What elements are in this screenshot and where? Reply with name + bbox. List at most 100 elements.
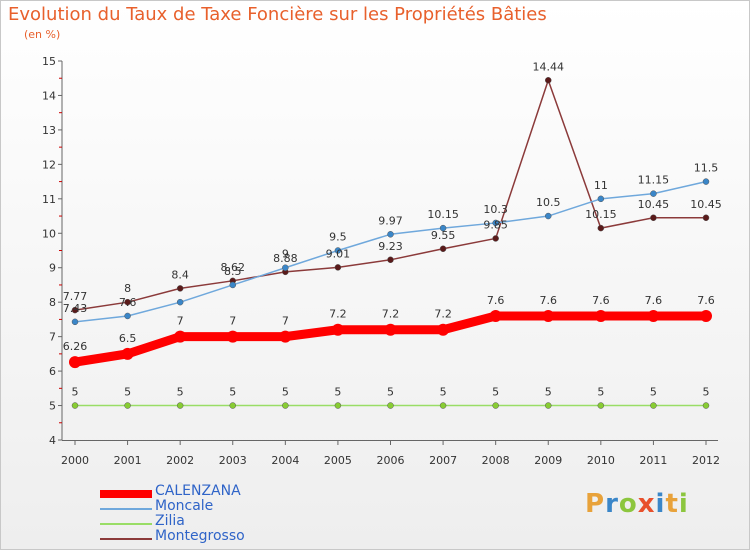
point-montegrosso [492, 235, 499, 242]
data-label-calenzana: 7 [229, 315, 236, 328]
data-label-montegrosso: 10.15 [585, 208, 617, 221]
unit-label: (en %) [24, 28, 61, 41]
data-label-zilia: 5 [545, 386, 552, 399]
point-montegrosso [334, 264, 342, 271]
data-label-zilia: 5 [72, 386, 79, 399]
data-label-zilia: 5 [440, 386, 447, 399]
logo-letter: P [585, 489, 606, 519]
legend-label: Moncale [155, 498, 214, 514]
data-label-montegrosso: 8.4 [171, 268, 189, 281]
legend-label: Montegrosso [155, 528, 245, 544]
data-label-montegrosso: 14.44 [533, 60, 565, 73]
y-tick-label: 5 [49, 400, 56, 413]
y-tick-label: 10 [42, 227, 56, 240]
point-calenzana [594, 309, 607, 322]
point-zilia [334, 402, 342, 409]
x-tick-label: 2002 [166, 454, 194, 467]
y-tick-label: 9 [49, 262, 56, 275]
series-line-montegrosso [74, 79, 707, 311]
y-tick-label: 4 [49, 434, 56, 447]
x-tick-label: 2010 [587, 454, 615, 467]
point-calenzana [226, 330, 239, 343]
data-label-montegrosso: 10.45 [638, 198, 670, 211]
data-label-moncale: 8.5 [224, 265, 242, 278]
logo-letter: t [665, 489, 679, 519]
point-calenzana [69, 356, 81, 369]
y-tick-label: 6 [49, 365, 56, 378]
point-moncale [387, 231, 394, 238]
data-label-zilia: 5 [387, 386, 394, 399]
x-tick-label: 2012 [692, 454, 720, 467]
y-tick-label: 7 [49, 331, 56, 344]
data-label-zilia: 5 [282, 386, 289, 399]
point-montegrosso [597, 224, 605, 232]
x-tick-label: 2001 [114, 454, 142, 467]
data-label-calenzana: 7.6 [487, 294, 505, 307]
series-line-calenzana [70, 311, 711, 367]
point-moncale [282, 264, 289, 271]
logo-letter: i [678, 489, 689, 519]
x-tick-label: 2008 [482, 454, 510, 467]
data-label-zilia: 5 [492, 386, 499, 399]
data-label-moncale: 10.3 [483, 203, 508, 216]
logo-letter: i [655, 489, 666, 519]
x-tick-label: 2003 [219, 454, 247, 467]
point-zilia [176, 402, 184, 409]
data-label-zilia: 5 [597, 386, 604, 399]
data-label-moncale: 9.97 [378, 214, 403, 227]
data-label-zilia: 5 [229, 386, 236, 399]
point-montegrosso [176, 285, 184, 292]
data-label-moncale: 10.5 [536, 196, 561, 209]
x-tick-label: 2000 [61, 454, 89, 467]
legend-swatch [100, 508, 152, 510]
point-zilia [71, 402, 79, 409]
point-montegrosso [387, 256, 394, 264]
data-label-calenzana: 7.6 [697, 294, 715, 307]
x-tick-label: 2004 [271, 454, 299, 467]
data-label-moncale: 7.43 [63, 302, 88, 315]
data-label-calenzana: 7.2 [382, 308, 400, 321]
point-moncale [71, 318, 79, 326]
point-zilia [387, 402, 394, 409]
point-moncale [597, 195, 605, 203]
line-chart: 4 5 6 7 8 9 10 11 12 13 14 15 2000 2001 2002 2003 2004 20… [42, 55, 722, 467]
y-tick-label: 12 [42, 158, 56, 171]
point-calenzana [279, 330, 292, 343]
point-montegrosso [71, 306, 79, 314]
point-zilia [492, 402, 499, 409]
data-label-moncale: 9.5 [329, 231, 347, 244]
point-calenzana [700, 309, 712, 322]
point-moncale [334, 247, 342, 254]
point-zilia [439, 402, 447, 409]
point-zilia [282, 402, 289, 409]
logo-letter: o [618, 489, 638, 519]
point-calenzana [384, 323, 397, 336]
legend-label: CALENZANA [155, 483, 241, 499]
data-label-montegrosso: 8 [124, 282, 131, 295]
data-label-calenzana: 7.6 [540, 294, 558, 307]
data-label-moncale: 7.6 [119, 296, 137, 309]
point-montegrosso [545, 77, 552, 84]
data-label-montegrosso: 7.77 [63, 290, 88, 303]
x-tick-label: 2009 [534, 454, 562, 467]
y-tick-label: 8 [49, 296, 56, 309]
point-montegrosso [702, 214, 710, 222]
point-moncale [229, 281, 236, 289]
legend-swatch [100, 538, 152, 540]
proxiti-logo: Proxiti [585, 489, 689, 519]
legend-swatch [100, 523, 152, 525]
data-label-moncale: 9 [282, 248, 289, 261]
data-label-calenzana: 7 [177, 315, 184, 328]
data-label-calenzana: 7.6 [592, 294, 610, 307]
data-label-calenzana: 7.6 [645, 294, 663, 307]
data-label-zilia: 5 [334, 386, 341, 399]
legend-label: Zilia [155, 513, 185, 529]
data-label-calenzana: 6.5 [119, 332, 137, 345]
data-label-zilia: 5 [703, 386, 710, 399]
point-moncale [545, 212, 552, 220]
point-montegrosso [124, 298, 131, 306]
data-label-calenzana: 7.2 [434, 308, 452, 321]
x-tick-label: 2011 [639, 454, 667, 467]
data-label-montegrosso: 10.45 [690, 198, 722, 211]
